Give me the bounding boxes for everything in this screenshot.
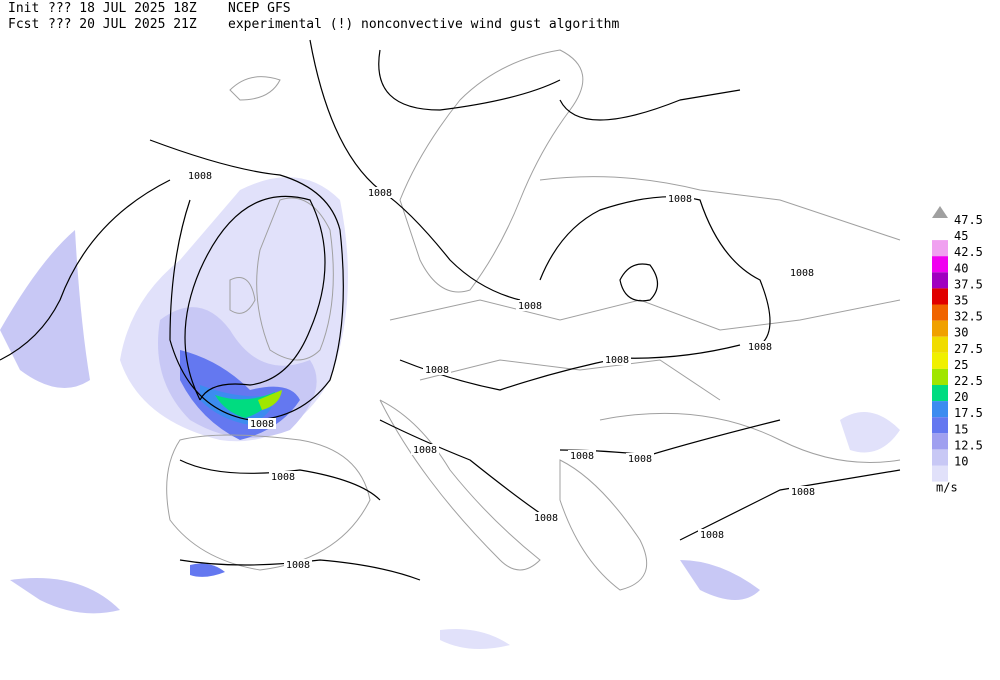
legend-swatch (932, 256, 948, 273)
contour-labels: 1008 1008 1008 1008 1008 1008 1008 1008 1008 1008… (186, 170, 817, 571)
legend-label: 10 (954, 455, 968, 469)
legend-label: 17.5 (954, 406, 983, 420)
legend-swatch (932, 336, 948, 353)
contour-label-bg (746, 341, 774, 352)
contour-label-bg (366, 187, 394, 198)
contour-label: 1008 (534, 513, 558, 524)
contour-label-bg (411, 444, 439, 455)
legend-swatch (932, 352, 948, 369)
legend-triangle (932, 206, 948, 218)
contour-label: 1008 (605, 355, 629, 366)
legend-swatch (932, 385, 948, 402)
legend-label: 22.5 (954, 374, 983, 388)
contour-label-bg (789, 486, 817, 497)
contour-label: 1008 (668, 194, 692, 205)
contour-label-bg (698, 529, 726, 540)
contour-label: 1008 (271, 472, 295, 483)
legend-label: 30 (954, 326, 968, 340)
contour-label-bg (516, 300, 544, 311)
legend-label: 35 (954, 294, 968, 308)
contour-label: 1008 (413, 445, 437, 456)
legend-swatch (932, 417, 948, 434)
contour-label: 1008 (250, 419, 274, 430)
contour-label: 1008 (425, 365, 449, 376)
contour-label-bg (186, 170, 214, 181)
legend-label: 40 (954, 261, 968, 275)
legend-units: m/s (936, 481, 958, 495)
contour-label-bg (568, 450, 596, 461)
legend-swatch (932, 433, 948, 450)
legend: 47.5 45 42.5 40 37.5 35 32.5 30 27.5 25 22.5 20 17.5… (932, 206, 983, 495)
header-text: ??? 20 JUL 2025 21Z (48, 17, 197, 32)
header-text: ??? 18 JUL 2025 18Z (48, 1, 197, 16)
legend-swatch (932, 368, 948, 385)
contour-label: 1008 (790, 268, 814, 279)
legend-swatch (932, 401, 948, 418)
header-text: Init (8, 1, 39, 16)
contour-label-bg (626, 453, 654, 464)
contour-label-bg (423, 364, 451, 375)
header: Init ??? 18 JUL 2025 18Z NCEP GFS Fcst ??? 2… (8, 1, 620, 32)
contour-label: 1008 (518, 301, 542, 312)
contour-label-bg (248, 418, 276, 429)
contour-label-bg (788, 267, 816, 278)
legend-label: 12.5 (954, 438, 983, 452)
legend-swatch (932, 288, 948, 305)
legend-label: 45 (954, 229, 968, 243)
contour-label: 1008 (748, 342, 772, 353)
legend-swatch (932, 449, 948, 466)
contour-label-bg (666, 193, 694, 204)
legend-swatch (932, 304, 948, 321)
contour-label: 1008 (368, 188, 392, 199)
contour-label: 1008 (791, 487, 815, 498)
contour-label-bg (269, 471, 297, 482)
legend-swatch (932, 465, 948, 482)
legend-label: 42.5 (954, 245, 983, 259)
header-text: experimental (!) nonconvective wind gust… (228, 17, 620, 32)
legend-label: 27.5 (954, 342, 983, 356)
contour-label: 1008 (700, 530, 724, 541)
header-text: Fcst (8, 17, 39, 32)
coastlines (166, 49, 901, 591)
contour-label-bg (603, 354, 631, 365)
legend-label: 20 (954, 390, 968, 404)
legend-label: 37.5 (954, 277, 983, 291)
legend-label: 25 (954, 358, 968, 372)
contour-label: 1008 (628, 454, 652, 465)
header-text: NCEP GFS (228, 1, 291, 16)
contour-label: 1008 (188, 171, 212, 182)
gust-shading (0, 177, 900, 649)
legend-label: 47.5 (954, 213, 983, 227)
contour-label: 1008 (286, 560, 310, 571)
legend-swatch (932, 320, 948, 337)
contour-label-bg (532, 512, 560, 523)
legend-swatch (932, 272, 948, 289)
contour-label-bg (284, 559, 312, 570)
legend-label: 32.5 (954, 310, 983, 324)
legend-swatch (932, 240, 948, 257)
contour-label: 1008 (570, 451, 594, 462)
legend-label: 15 (954, 422, 968, 436)
